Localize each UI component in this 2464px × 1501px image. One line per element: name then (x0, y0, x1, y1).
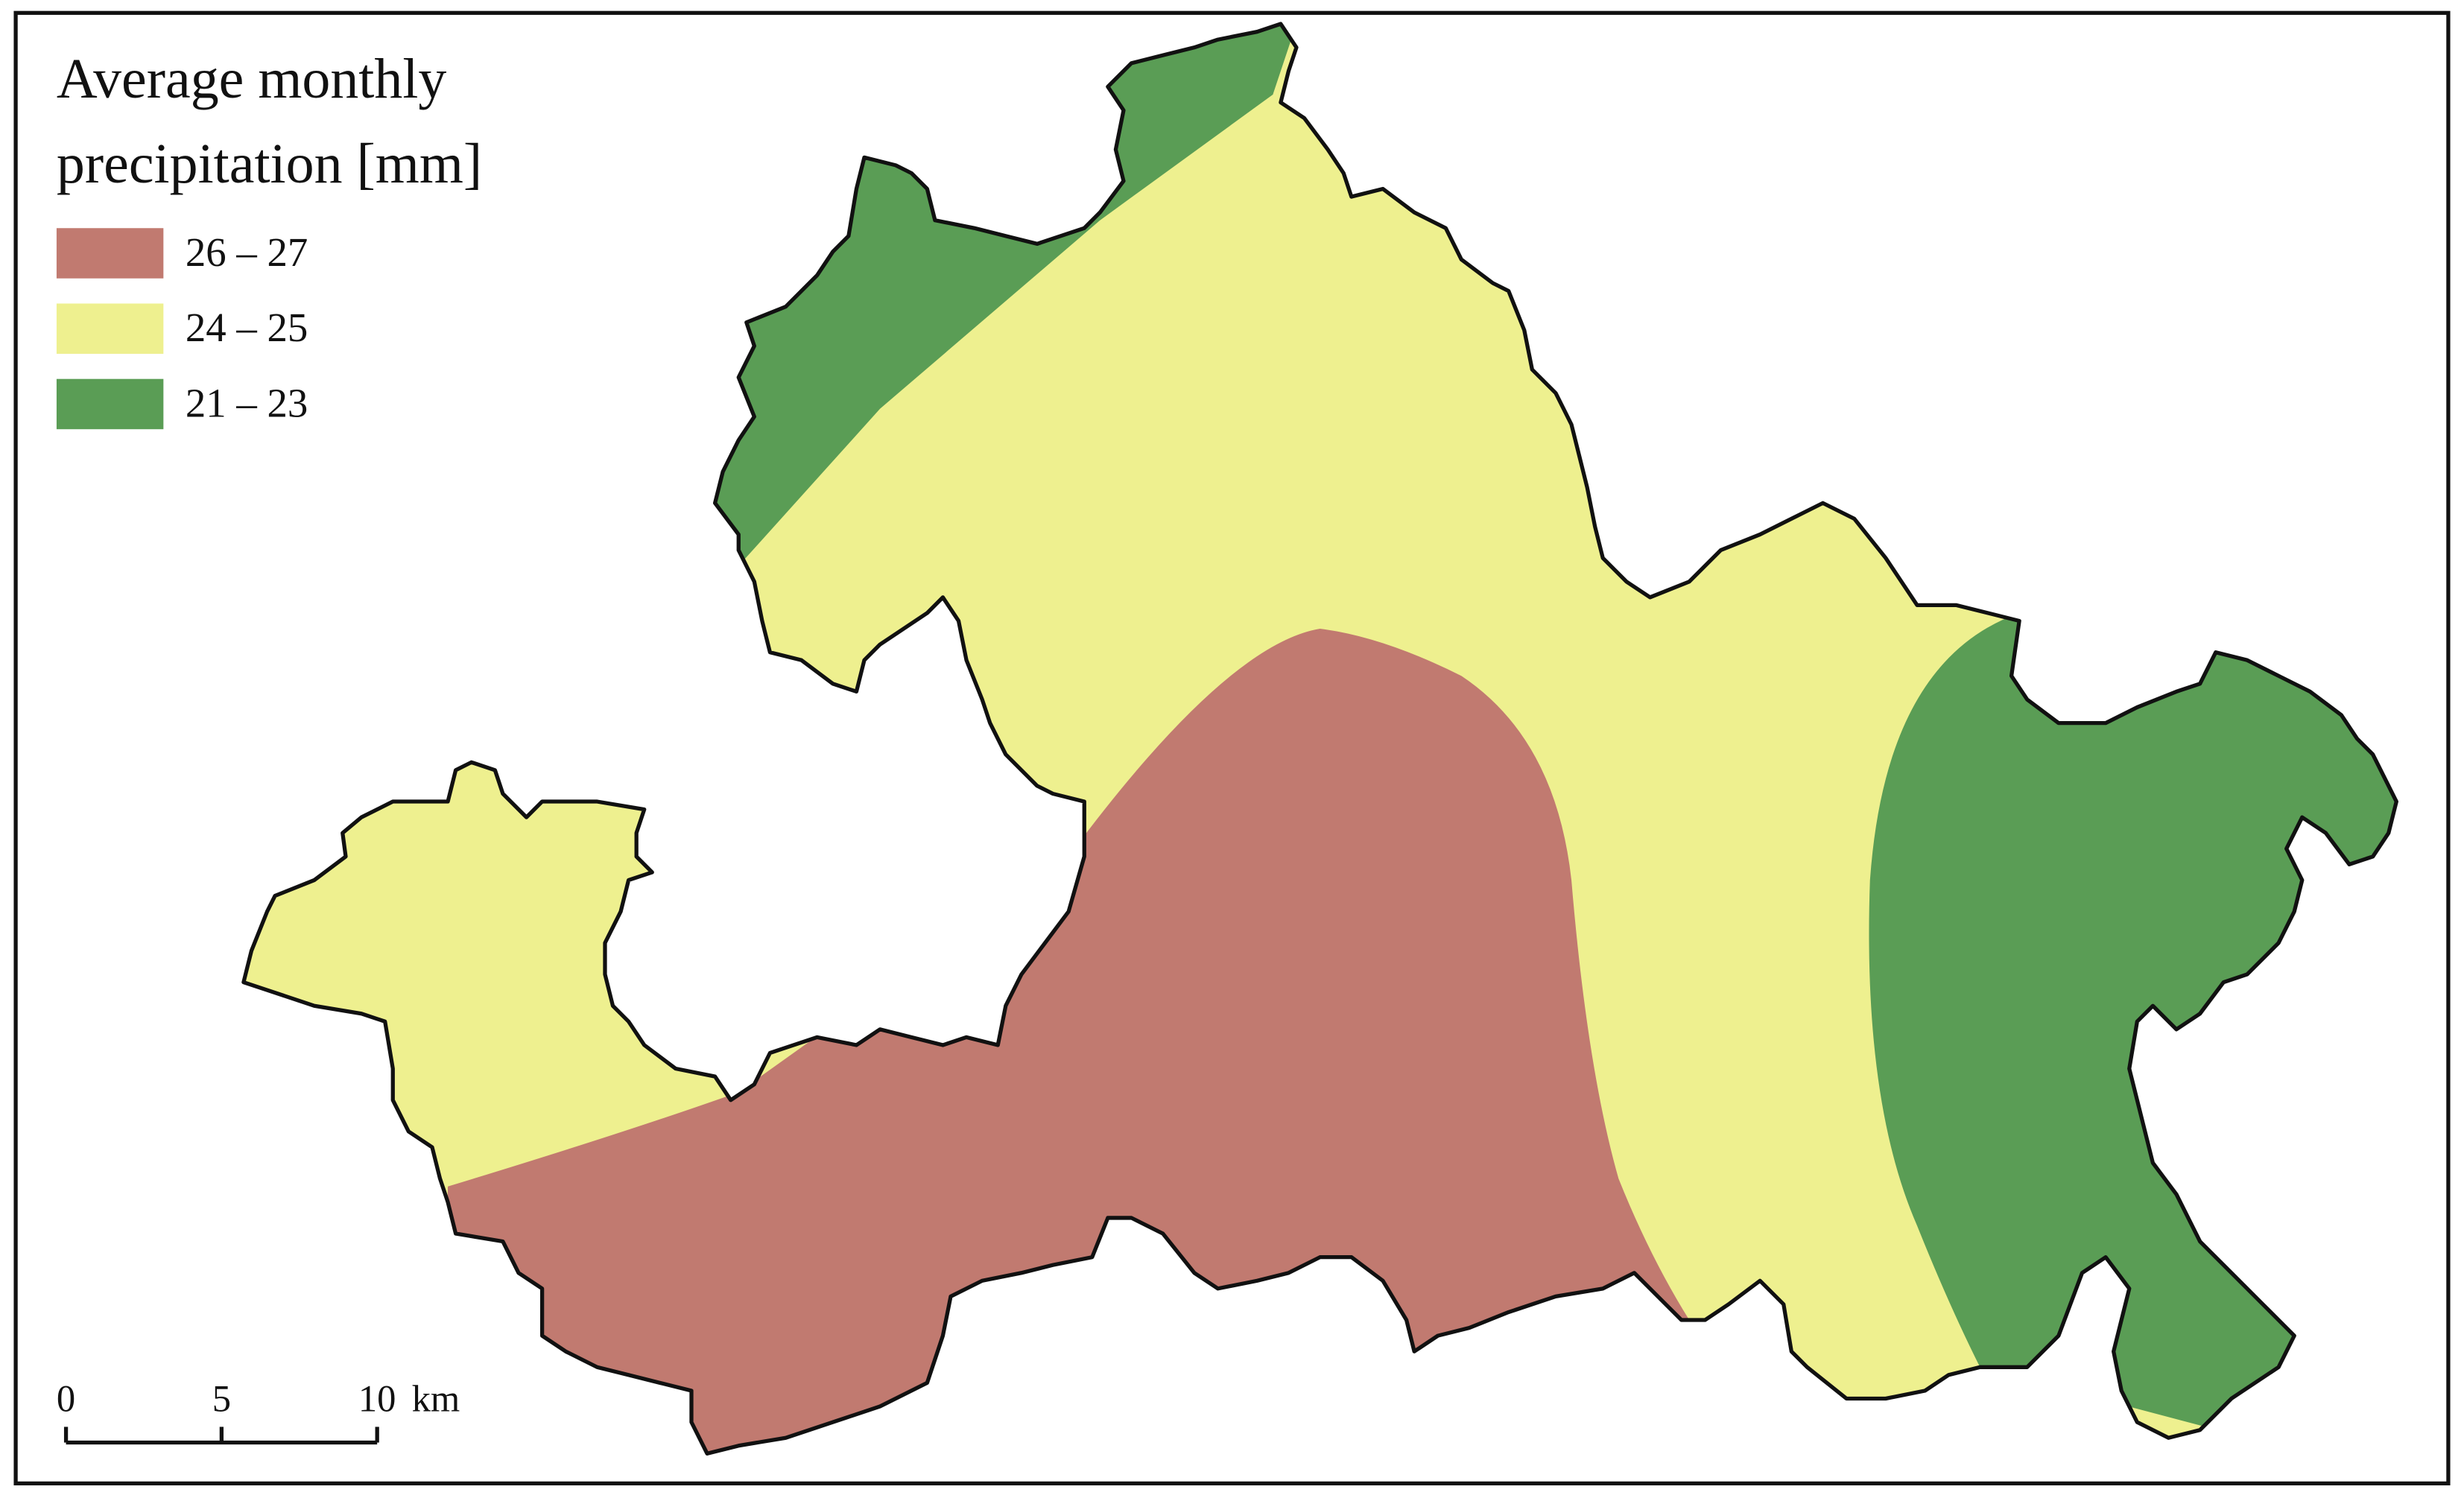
scale-label: 10 (358, 1377, 396, 1419)
scale-label: 5 (212, 1377, 231, 1419)
legend-label: 24 – 25 (186, 305, 308, 350)
legend-label: 21 – 23 (186, 380, 308, 425)
legend-swatch (56, 378, 164, 430)
legend-label: 26 – 27 (186, 229, 308, 275)
legend-title: precipitation [mm] (57, 133, 482, 195)
legend-swatch (56, 228, 164, 279)
scale-unit: km (412, 1377, 460, 1419)
legend-title: Average monthly (57, 48, 446, 110)
scale-label: 0 (57, 1377, 75, 1419)
legend-swatch (56, 303, 164, 354)
